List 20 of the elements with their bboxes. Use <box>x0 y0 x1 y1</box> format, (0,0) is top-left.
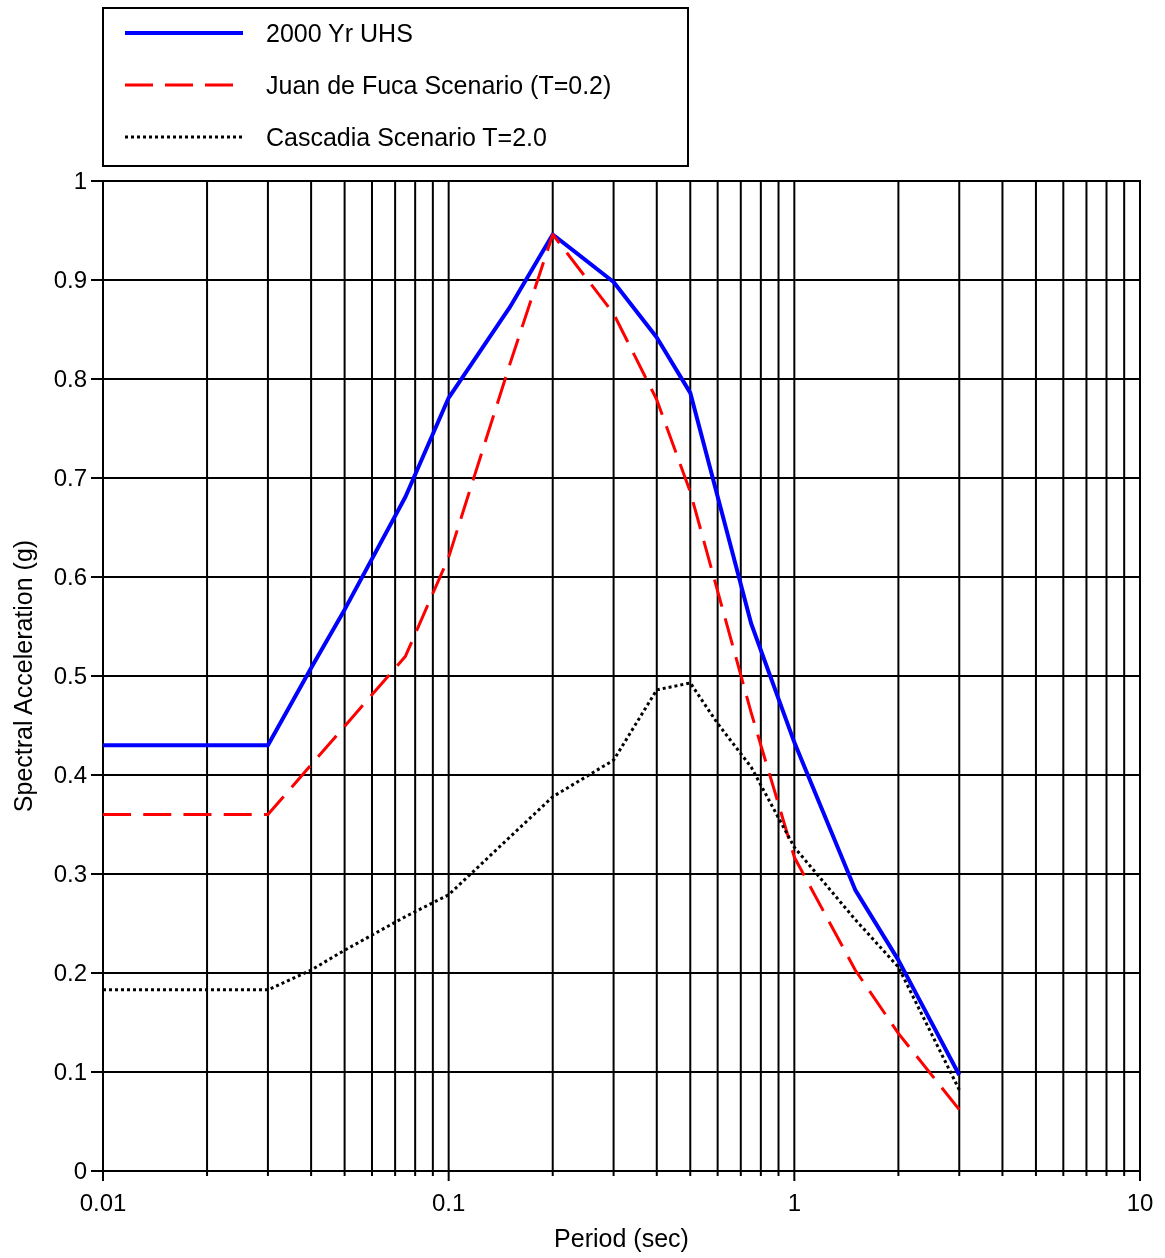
y-tick-label: 0.8 <box>53 365 87 393</box>
y-tick-label: 1 <box>73 167 87 195</box>
legend-label: 2000 Yr UHS <box>266 18 413 47</box>
y-tick-label: 0.4 <box>53 761 87 789</box>
x-tick-label: 10 <box>1126 1189 1154 1216</box>
y-tick-label: 0.9 <box>53 266 87 294</box>
y-tick-label: 0 <box>73 1157 87 1185</box>
y-tick-label: 0.2 <box>53 959 87 987</box>
y-axis-title: Spectral Acceleration (g) <box>9 539 37 813</box>
y-tick-label: 0.6 <box>53 563 87 591</box>
y-tick-label: 0.5 <box>53 662 87 690</box>
y-tick-label: 0.1 <box>53 1058 87 1086</box>
x-tick-label: 0.01 <box>79 1189 127 1216</box>
y-tick-label: 0.3 <box>53 860 87 888</box>
x-axis-title: Period (sec) <box>554 1224 689 1252</box>
legend-label: Juan de Fuca Scenario (T=0.2) <box>266 70 612 99</box>
legend-label: Cascadia Scenario T=2.0 <box>266 122 547 151</box>
x-tick-label: 1 <box>787 1189 802 1216</box>
x-tick-label: 0.1 <box>431 1189 466 1216</box>
y-tick-label: 0.7 <box>53 464 87 492</box>
